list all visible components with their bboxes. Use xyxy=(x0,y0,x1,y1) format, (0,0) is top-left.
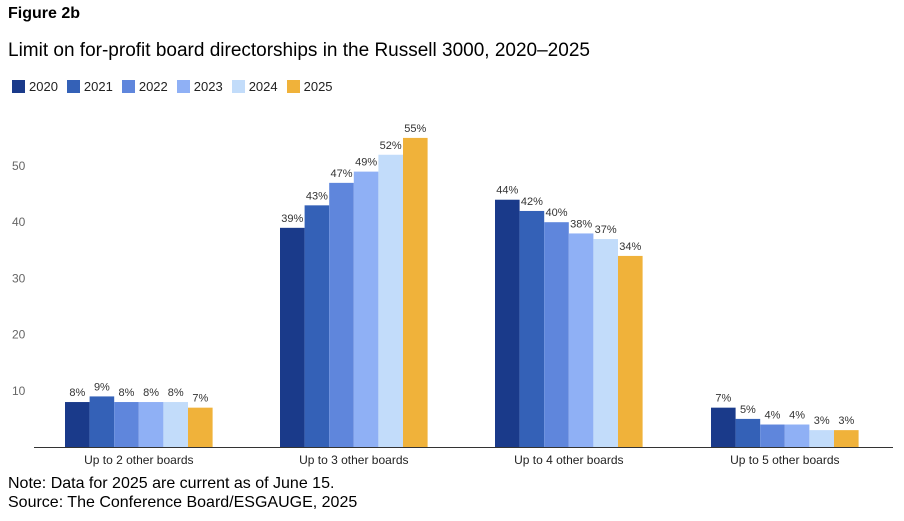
legend-item-2022: 2022 xyxy=(121,79,168,94)
data-label: 3% xyxy=(814,415,830,427)
figure-label: Figure 2b xyxy=(8,5,81,22)
legend-item-2023: 2023 xyxy=(176,79,223,94)
legend-label: 2023 xyxy=(193,79,223,94)
bar-2021-4 xyxy=(735,418,761,447)
bar-2020-1 xyxy=(65,402,90,447)
legend-swatch xyxy=(176,80,190,93)
data-label: 7% xyxy=(192,393,208,405)
data-label: 44% xyxy=(496,185,518,197)
data-label: 49% xyxy=(355,157,377,169)
data-label: 4% xyxy=(765,410,781,422)
x-category-label: Up to 4 other boards xyxy=(514,453,623,467)
bar-2024-1 xyxy=(163,402,188,447)
bar-2023-4 xyxy=(784,424,810,447)
bar-2020-2 xyxy=(280,227,305,447)
bar-2024-4 xyxy=(809,430,834,447)
bar-2023-3 xyxy=(568,233,594,447)
data-label: 39% xyxy=(281,213,303,225)
legend-item-2020: 2020 xyxy=(12,79,58,94)
data-label: 38% xyxy=(570,218,592,230)
x-category-label: Up to 5 other boards xyxy=(730,453,839,467)
data-label: 4% xyxy=(789,410,805,422)
bar-2025-4 xyxy=(834,430,859,447)
legend-swatch xyxy=(121,80,135,93)
bar-2022-3 xyxy=(544,222,569,447)
data-label: 52% xyxy=(380,140,402,152)
bar-chart: 10 20 30 40 50 8% 9% 8% 8% 8% 7% Up to 2 other boar… xyxy=(12,123,893,467)
x-category-label: Up to 2 other boards xyxy=(84,453,193,467)
bar-2024-2 xyxy=(378,154,403,447)
data-label: 34% xyxy=(619,241,641,253)
data-label: 8% xyxy=(69,387,85,399)
y-tick-label: 20 xyxy=(12,328,26,342)
legend-label: 2022 xyxy=(138,79,168,94)
data-label: 8% xyxy=(143,387,159,399)
legend-swatch xyxy=(12,80,25,93)
bar-2024-3 xyxy=(593,239,618,447)
note-text: Note: Data for 2025 are current as of Ju… xyxy=(8,475,335,492)
y-tick-label: 50 xyxy=(12,159,26,173)
legend-swatch xyxy=(66,80,80,93)
bar-2021-2 xyxy=(304,205,330,447)
data-label: 8% xyxy=(119,387,135,399)
legend-item-2025: 2025 xyxy=(286,79,333,94)
bar-2022-4 xyxy=(760,424,785,447)
data-label: 3% xyxy=(838,415,854,427)
data-label: 47% xyxy=(330,168,352,180)
data-label: 8% xyxy=(168,387,184,399)
data-label: 9% xyxy=(94,381,110,393)
legend-swatch xyxy=(286,80,300,93)
bar-2021-3 xyxy=(519,210,545,447)
data-label: 7% xyxy=(715,393,731,405)
data-label: 55% xyxy=(404,123,426,135)
bar-2021-1 xyxy=(89,396,115,447)
data-label: 40% xyxy=(545,207,567,219)
chart-notes: Note: Data for 2025 are current as of Ju… xyxy=(8,474,357,512)
bar-2022-2 xyxy=(329,182,354,448)
legend-label: 2024 xyxy=(248,79,278,94)
y-tick-label: 30 xyxy=(12,271,26,285)
chart-title: Limit on for-profit board directorships … xyxy=(8,40,590,61)
data-label: 37% xyxy=(595,224,617,236)
legend-label: 2021 xyxy=(83,79,113,94)
bar-2023-1 xyxy=(138,402,164,447)
bar-2020-3 xyxy=(495,199,520,447)
y-tick-label: 40 xyxy=(12,215,26,229)
data-label: 5% xyxy=(740,404,756,416)
bar-2025-2 xyxy=(403,137,428,447)
legend-label: 2025 xyxy=(303,79,333,94)
legend-swatch xyxy=(231,80,245,93)
bar-2025-1 xyxy=(188,407,213,447)
legend-item-2021: 2021 xyxy=(66,79,113,94)
source-text: Source: The Conference Board/ESGAUGE, 20… xyxy=(8,494,358,511)
data-label: 43% xyxy=(306,190,328,202)
bar-2025-3 xyxy=(618,255,643,447)
data-label: 42% xyxy=(521,196,543,208)
y-tick-label: 10 xyxy=(12,384,26,398)
legend-label: 2020 xyxy=(29,79,58,94)
bar-2020-4 xyxy=(711,407,736,447)
bar-2022-1 xyxy=(114,402,139,447)
bar-2023-2 xyxy=(353,171,379,447)
chart-legend: 2020 2021 2022 2023 2024 2025 xyxy=(12,79,342,94)
x-category-label: Up to 3 other boards xyxy=(299,453,408,467)
legend-item-2024: 2024 xyxy=(231,79,278,94)
